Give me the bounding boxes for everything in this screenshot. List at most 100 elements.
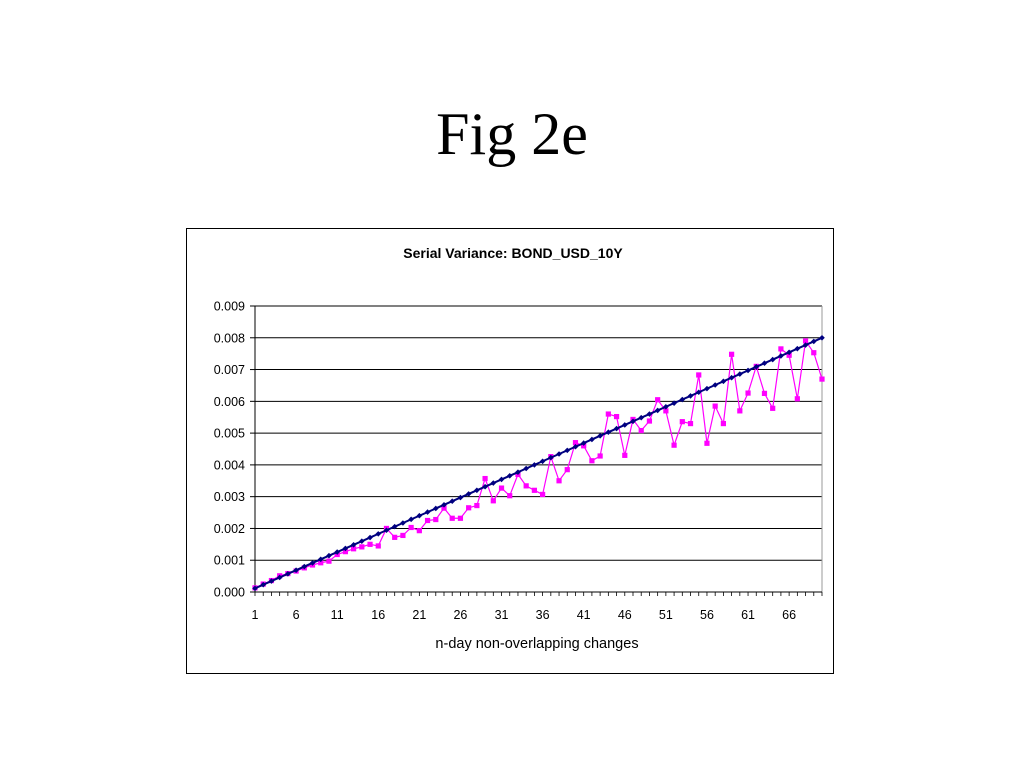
data-point — [548, 454, 554, 461]
x-tick-label: 1 — [252, 608, 259, 622]
y-tick-label: 0.002 — [214, 522, 245, 536]
data-point — [679, 419, 685, 425]
series-navy — [252, 334, 825, 592]
data-point — [359, 544, 365, 550]
data-point — [597, 453, 603, 459]
data-point — [506, 472, 513, 479]
data-point — [572, 440, 579, 446]
data-point — [572, 443, 579, 450]
y-tick-label: 0.009 — [214, 300, 245, 314]
data-point — [745, 367, 751, 374]
data-point — [474, 487, 480, 494]
data-point — [794, 345, 801, 352]
data-point — [580, 440, 587, 446]
data-point — [383, 527, 390, 534]
data-point — [613, 413, 620, 420]
data-point — [810, 338, 817, 345]
data-point — [778, 353, 784, 359]
x-axis-label: n-day non-overlapping changes — [435, 636, 638, 652]
data-point — [737, 371, 743, 377]
data-point — [252, 585, 258, 592]
data-point — [375, 543, 381, 549]
data-point — [474, 502, 480, 509]
data-point — [605, 429, 612, 435]
data-point — [490, 498, 496, 504]
data-point — [589, 458, 595, 464]
data-point — [622, 452, 628, 458]
data-point — [712, 403, 718, 409]
data-point — [761, 360, 768, 366]
data-point — [564, 467, 570, 473]
data-point — [441, 505, 447, 511]
data-point — [556, 478, 562, 484]
data-point — [523, 465, 529, 472]
data-point — [671, 442, 677, 448]
data-point — [794, 396, 800, 402]
data-point — [260, 581, 267, 588]
y-tick-labels: 0.000 0.001 0.002 0.003 0.004 0.005 0.006 0.007… — [214, 300, 245, 600]
data-point — [539, 458, 546, 465]
data-point — [293, 567, 299, 574]
data-point — [359, 538, 365, 544]
data-point — [638, 427, 644, 434]
data-point — [819, 376, 825, 382]
data-point — [449, 515, 455, 521]
data-point — [671, 400, 677, 406]
x-tick-label: 51 — [659, 608, 673, 622]
data-point — [605, 411, 611, 417]
data-point — [589, 436, 595, 443]
data-point — [704, 440, 710, 446]
data-point — [326, 552, 332, 559]
data-point — [655, 397, 661, 403]
data-point — [695, 389, 702, 396]
data-point — [646, 418, 653, 424]
data-point — [663, 403, 669, 410]
data-point — [408, 516, 414, 523]
data-point — [326, 558, 332, 564]
data-point — [687, 393, 694, 399]
data-point — [416, 512, 423, 519]
x-tick-label: 66 — [782, 608, 796, 622]
data-point — [556, 451, 562, 457]
x-tick-label: 11 — [331, 608, 344, 622]
data-point — [392, 534, 398, 540]
data-point — [811, 350, 817, 356]
x-tick-label: 46 — [618, 608, 632, 622]
data-point — [802, 338, 809, 344]
x-tick-label: 36 — [536, 608, 550, 622]
data-point — [597, 433, 603, 439]
x-tick-label: 41 — [577, 608, 591, 622]
data-point — [317, 556, 324, 563]
data-point — [646, 411, 653, 417]
data-point — [638, 414, 645, 421]
data-point — [490, 480, 497, 486]
data-point — [334, 549, 340, 555]
x-tick-label: 6 — [293, 608, 300, 622]
chart-svg: Serial Variance: BOND_USD_10Y 0.000 0.001… — [214, 245, 825, 652]
data-point — [433, 516, 439, 523]
data-point — [400, 532, 406, 539]
data-point — [687, 420, 694, 427]
series — [252, 334, 825, 592]
data-point — [391, 523, 398, 530]
x-tick-label: 16 — [371, 608, 385, 622]
chart-title: Serial Variance: BOND_USD_10Y — [403, 245, 623, 261]
data-point — [770, 405, 776, 411]
data-point — [531, 487, 537, 493]
y-tick-label: 0.005 — [214, 427, 245, 441]
data-point — [704, 385, 710, 392]
data-point — [654, 407, 661, 414]
data-point — [621, 422, 628, 428]
data-point — [712, 382, 718, 388]
data-point — [663, 408, 669, 414]
data-point — [342, 549, 348, 555]
data-point — [729, 351, 735, 357]
y-tick-label: 0.001 — [214, 554, 245, 568]
data-point — [416, 528, 422, 534]
data-point — [531, 462, 538, 468]
data-point — [465, 491, 472, 497]
data-point — [342, 545, 349, 552]
data-point — [720, 378, 727, 385]
y-tick-label: 0.007 — [214, 363, 245, 377]
data-point — [466, 505, 472, 511]
